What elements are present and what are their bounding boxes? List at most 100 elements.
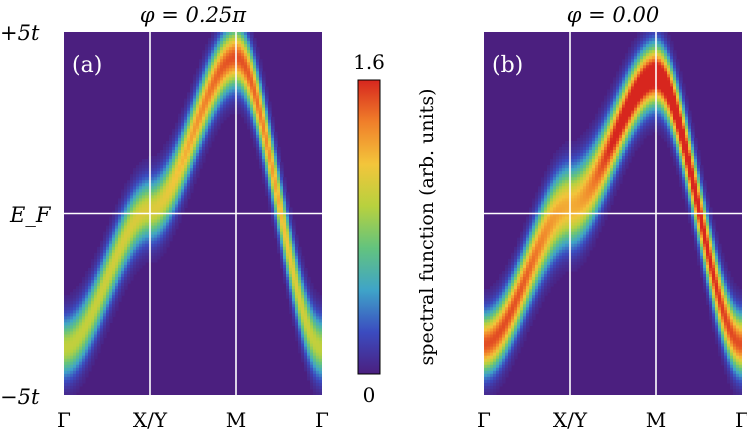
spectral-cell: [277, 198, 281, 203]
spectral-cell: [79, 352, 83, 357]
spectral-cell: [163, 213, 167, 218]
spectral-cell: [271, 195, 275, 199]
spectral-cell: [199, 113, 203, 118]
panel-a: φ = 0.25π (a) Γ X/Y M Γ: [57, 3, 329, 432]
spectral-cell: [289, 231, 293, 236]
spectral-cell: [499, 274, 503, 278]
spectral-cell: [151, 204, 155, 209]
spectral-cell: [214, 44, 218, 48]
spectral-cell: [268, 116, 272, 121]
spectral-cell: [301, 316, 305, 320]
spectral-cell: [133, 177, 137, 181]
spectral-cell: [151, 225, 155, 230]
colorbar: 1.6 0 spectral function (arb. units): [353, 50, 438, 407]
spectral-cell: [586, 174, 590, 178]
spectral-cell: [559, 192, 563, 196]
spectral-cell: [580, 198, 584, 203]
spectral-cell: [253, 92, 257, 97]
spectral-cell: [490, 307, 494, 311]
spectral-cell: [79, 331, 83, 336]
spectral-cell: [535, 246, 539, 251]
spectral-cell: [175, 140, 179, 145]
spectral-cell: [607, 107, 611, 112]
spectral-cell: [118, 252, 122, 257]
spectral-cell: [505, 270, 509, 275]
spectral-cell: [520, 298, 524, 302]
spectral-cell: [487, 388, 491, 393]
spectral-cell: [109, 292, 113, 296]
spectral-cell: [73, 388, 77, 393]
spectral-cell: [517, 295, 521, 299]
spectral-cell: [292, 228, 296, 233]
spectral-cell: [85, 373, 89, 378]
spectral-cell: [214, 119, 218, 124]
spectral-cell: [91, 283, 95, 287]
spectral-cell: [562, 264, 566, 269]
spectral-cell: [139, 249, 143, 254]
spectral-cell: [556, 174, 560, 178]
spectral-cell: [289, 292, 293, 296]
spectral-cell: [493, 370, 497, 375]
spectral-cell: [631, 119, 635, 124]
spectral-cell: [616, 98, 620, 103]
spectral-cell: [319, 298, 322, 302]
spectral-cell: [88, 274, 92, 278]
spectral-cell: [67, 370, 71, 375]
spectral-cell: [514, 340, 518, 345]
spectral-cell: [256, 140, 260, 145]
spectral-cell: [523, 277, 527, 281]
spectral-cell: [169, 149, 173, 154]
spectral-cell: [532, 316, 536, 320]
spectral-cell: [514, 343, 518, 348]
spectral-cell: [277, 210, 281, 215]
spectral-cell: [529, 255, 533, 260]
spectral-cell: [226, 41, 230, 45]
spectral-cell: [109, 216, 113, 221]
spectral-cell: [100, 316, 104, 320]
spectral-cell: [493, 286, 497, 290]
spectral-cell: [220, 110, 224, 115]
spectral-cell: [247, 122, 251, 127]
spectral-cell: [487, 385, 491, 390]
spectral-cell: [169, 165, 173, 169]
spectral-cell: [490, 289, 494, 293]
spectral-cell: [520, 313, 524, 317]
spectral-cell: [529, 225, 533, 230]
spectral-cell: [268, 204, 272, 209]
spectral-cell: [562, 243, 566, 248]
spectral-cell: [511, 267, 515, 272]
spectral-cell: [229, 44, 233, 48]
spectral-cell: [616, 71, 620, 75]
spectral-cell: [238, 44, 242, 48]
spectral-cell: [274, 213, 278, 218]
spectral-cell: [532, 270, 536, 275]
spectral-cell: [160, 180, 164, 184]
spectral-cell: [616, 113, 620, 118]
spectral-cell: [259, 137, 263, 142]
spectral-cell: [94, 267, 98, 272]
spectral-cell: [271, 192, 275, 196]
spectral-cell: [121, 225, 125, 230]
spectral-cell: [277, 174, 281, 178]
spectral-cell: [127, 192, 131, 196]
spectral-cell: [274, 162, 278, 166]
spectral-cell: [541, 183, 545, 187]
spectral-cell: [142, 195, 146, 199]
spectral-cell: [76, 376, 80, 381]
spectral-cell: [277, 231, 281, 236]
spectral-cell: [550, 213, 554, 218]
spectral-cell: [625, 80, 629, 85]
spectral-cell: [250, 104, 254, 109]
spectral-cell: [541, 246, 545, 251]
spectral-cell: [103, 322, 107, 327]
spectral-cell: [547, 228, 551, 233]
spectral-cell: [565, 258, 569, 263]
spectral-cell: [571, 195, 575, 199]
spectral-cell: [577, 183, 581, 187]
spectral-cell: [262, 113, 266, 118]
spectral-cell: [607, 125, 611, 130]
spectral-cell: [136, 216, 140, 221]
spectral-cell: [553, 216, 557, 221]
spectral-cell: [124, 207, 128, 212]
spectral-cell: [529, 261, 533, 266]
